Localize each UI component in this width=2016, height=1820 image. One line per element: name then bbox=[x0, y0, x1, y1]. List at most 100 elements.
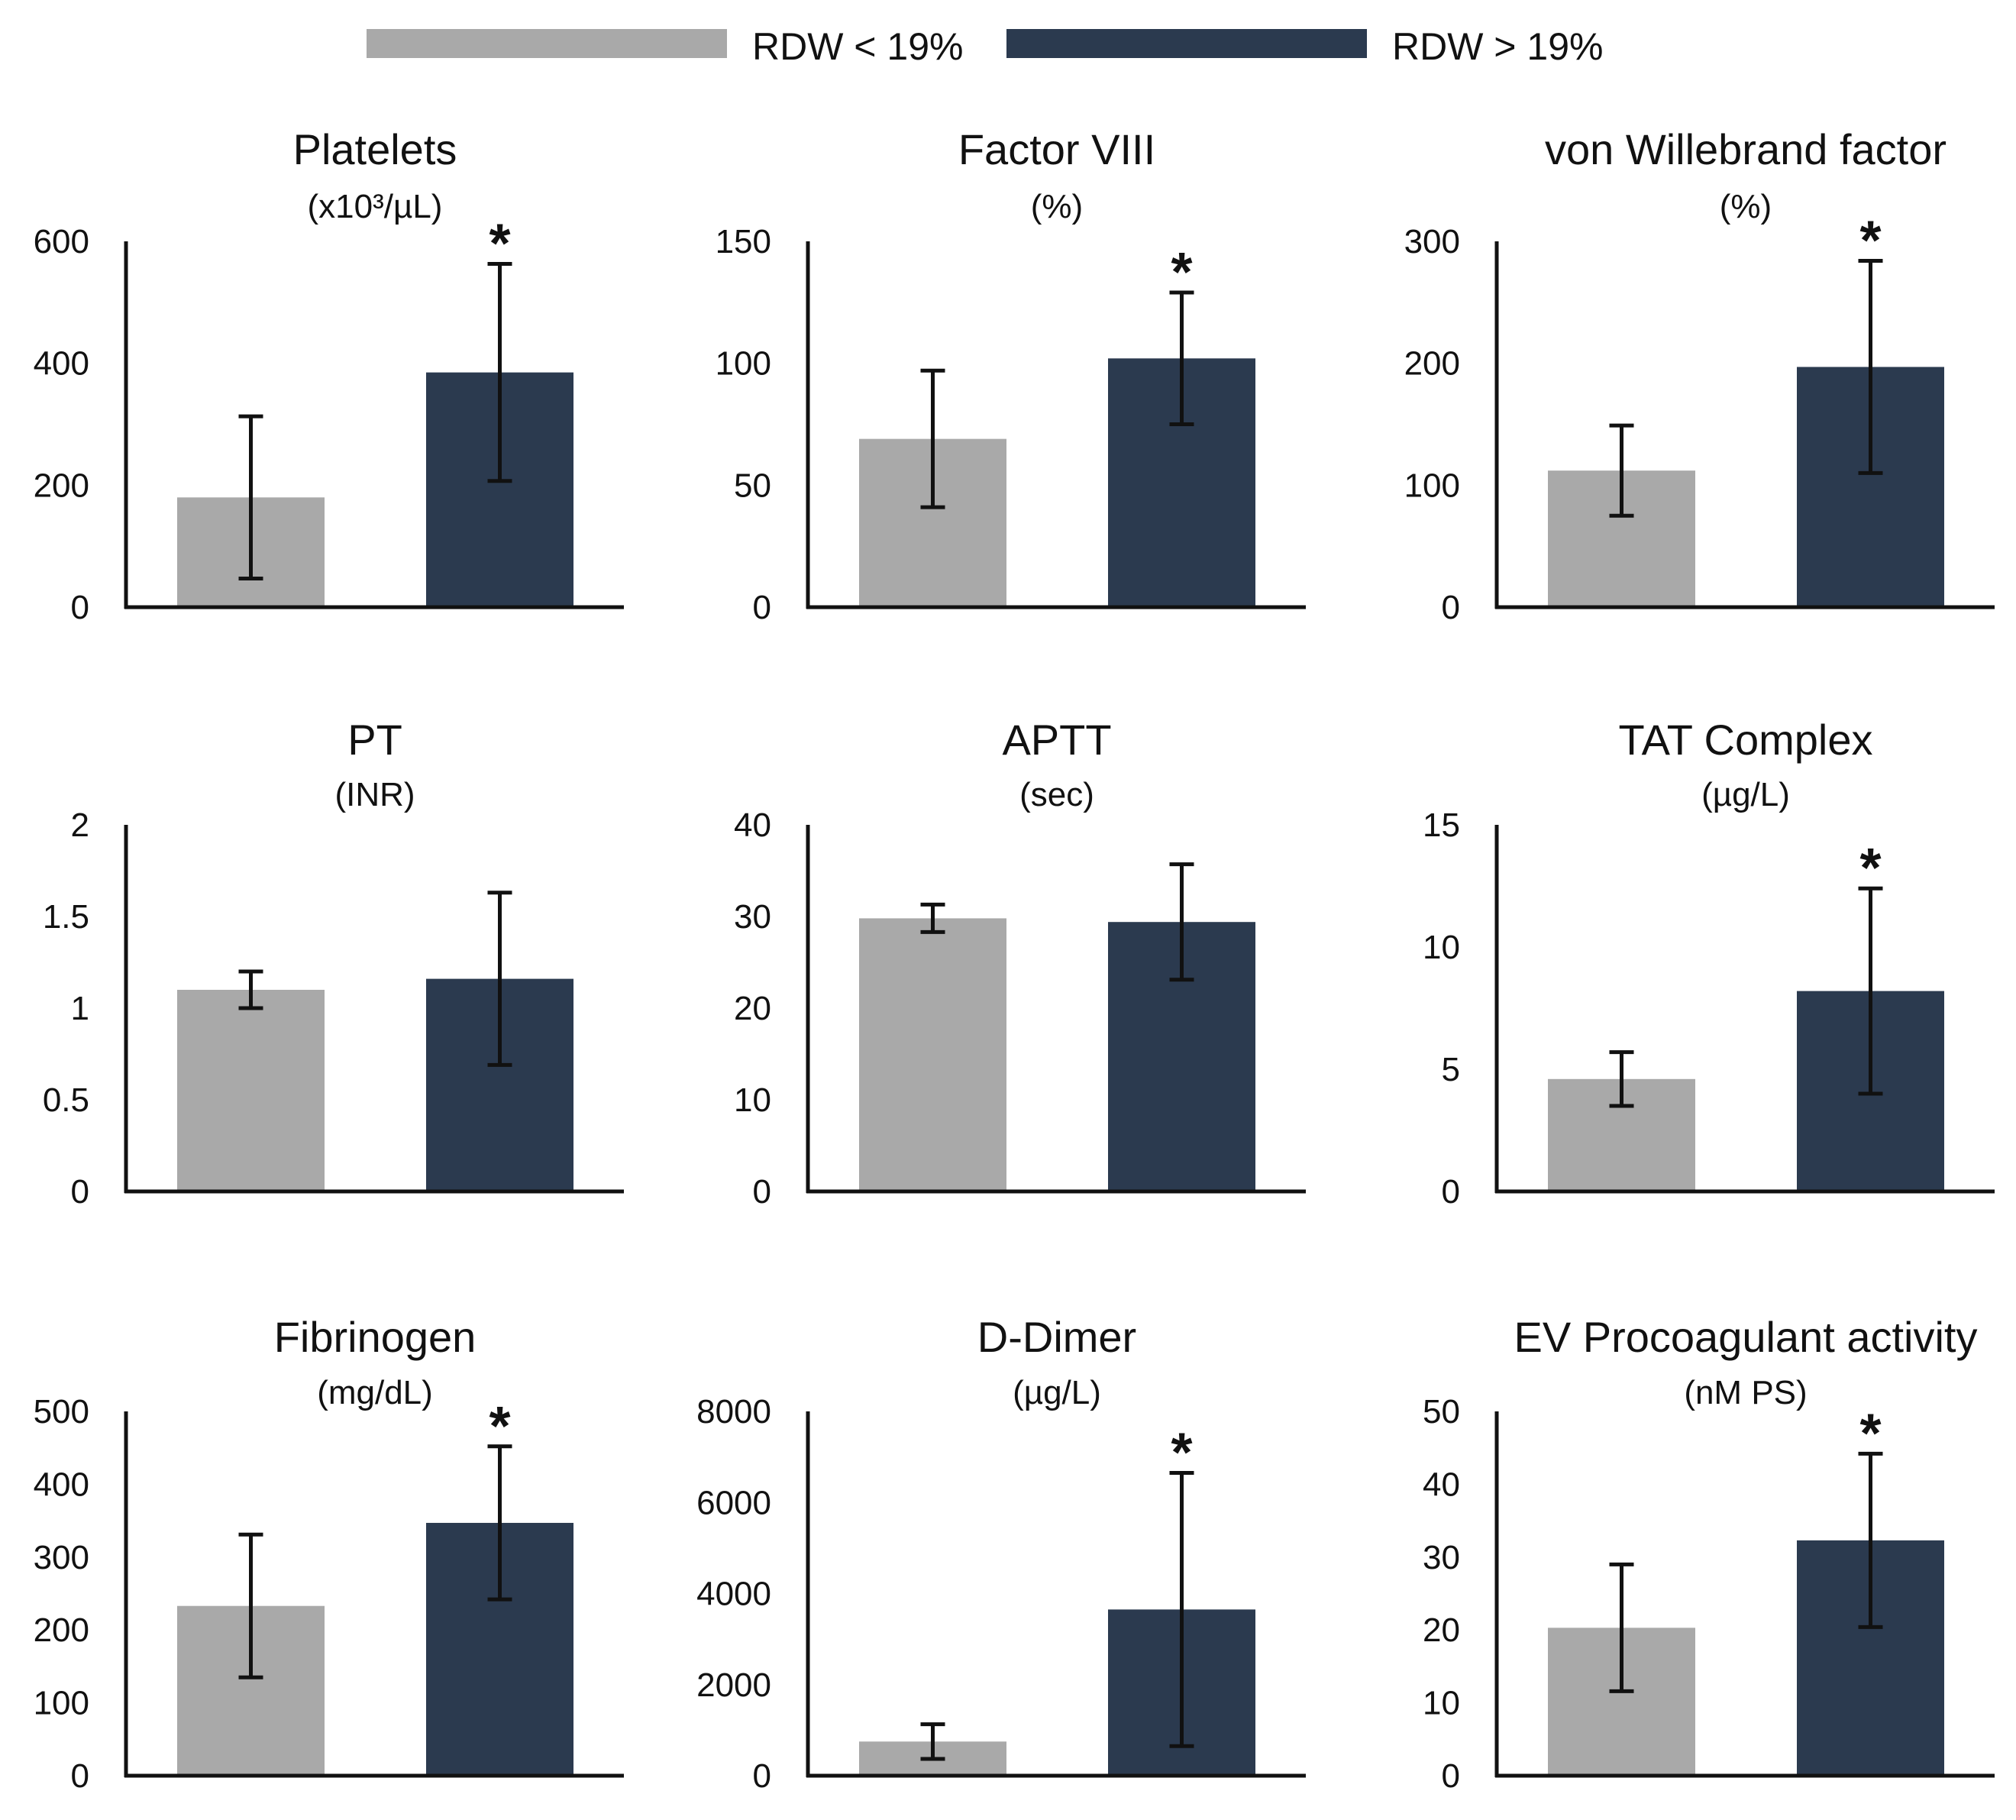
significance-marker: * bbox=[1171, 1422, 1192, 1483]
y-tick-label: 20 bbox=[734, 990, 771, 1027]
error-bar bbox=[1609, 423, 1634, 518]
y-tick-label: 5 bbox=[1442, 1051, 1460, 1088]
legend-label-high: RDW > 19% bbox=[1392, 25, 1603, 68]
y-tick-label: 0 bbox=[71, 589, 89, 626]
y-tick-label: 10 bbox=[1423, 1685, 1460, 1722]
error-bar bbox=[238, 1532, 263, 1679]
chart-unit-label: (%) bbox=[1720, 188, 1772, 225]
chart-title: APTT bbox=[1002, 716, 1111, 764]
chart-panel-6: TAT Complex (µg/L) 0 5 10 15 * bbox=[1423, 716, 1995, 1211]
bar-rdw-low bbox=[177, 990, 325, 1191]
y-tick-label: 500 bbox=[34, 1393, 89, 1430]
y-tick-label: 30 bbox=[1423, 1539, 1460, 1576]
chart-unit-label: (µg/L) bbox=[1701, 776, 1790, 813]
chart-panel-3: von Willebrand factor (%) 0 100 200 300 * bbox=[1404, 125, 1995, 626]
error-bar bbox=[487, 262, 512, 483]
y-tick-label: 0 bbox=[1442, 589, 1460, 626]
significance-marker: * bbox=[489, 1396, 510, 1457]
y-tick-label: 600 bbox=[34, 223, 89, 260]
y-tick-label: 400 bbox=[34, 345, 89, 383]
y-tick-label: 300 bbox=[1404, 223, 1460, 260]
significance-marker: * bbox=[1859, 211, 1881, 272]
y-tick-label: 100 bbox=[716, 345, 771, 383]
y-tick-label: 50 bbox=[734, 467, 771, 504]
y-tick-label: 150 bbox=[716, 223, 771, 260]
chart-title: Factor VIII bbox=[958, 125, 1155, 173]
y-tick-label: 1 bbox=[71, 990, 89, 1027]
error-bar bbox=[238, 414, 263, 580]
chart-unit-label: (x10³/µL) bbox=[308, 188, 443, 225]
chart-title: D-Dimer bbox=[977, 1313, 1136, 1361]
chart-panel-4: PT (INR) 0 0.5 1 1.5 2 bbox=[43, 716, 624, 1211]
error-bar bbox=[1858, 259, 1883, 475]
chart-title: TAT Complex bbox=[1619, 716, 1873, 764]
y-tick-label: 0 bbox=[1442, 1173, 1460, 1211]
error-bar bbox=[920, 902, 945, 934]
chart-panel-8: D-Dimer (µg/L) 0 2000 4000 6000 8000 * bbox=[696, 1313, 1306, 1795]
chart-panel-9: EV Procoagulant activity (nM PS) 0 10 20 30 40… bbox=[1423, 1313, 1995, 1795]
y-tick-label: 40 bbox=[1423, 1466, 1460, 1503]
error-bar bbox=[487, 1444, 512, 1602]
chart-unit-label: (INR) bbox=[334, 776, 415, 813]
error-bar bbox=[1169, 1470, 1194, 1748]
chart-unit-label: (nM PS) bbox=[1684, 1374, 1807, 1411]
y-tick-label: 0 bbox=[753, 589, 771, 626]
y-tick-label: 2000 bbox=[696, 1666, 771, 1704]
chart-title: Fibrinogen bbox=[274, 1313, 477, 1361]
significance-marker: * bbox=[1171, 242, 1192, 303]
chart-unit-label: (%) bbox=[1031, 188, 1083, 225]
y-tick-label: 6000 bbox=[696, 1484, 771, 1521]
y-tick-label: 200 bbox=[34, 467, 89, 504]
chart-unit-label: (sec) bbox=[1019, 776, 1094, 813]
y-tick-label: 300 bbox=[34, 1539, 89, 1576]
error-bar bbox=[1609, 1562, 1634, 1693]
y-tick-label: 400 bbox=[34, 1466, 89, 1503]
y-tick-label: 10 bbox=[1423, 929, 1460, 966]
y-tick-label: 1.5 bbox=[43, 898, 89, 936]
chart-title: PT bbox=[347, 716, 402, 764]
chart-title: Platelets bbox=[293, 125, 457, 173]
chart-panel-2: Factor VIII (%) 0 50 100 150 * bbox=[716, 125, 1306, 626]
error-bar bbox=[238, 969, 263, 1010]
chart-panel-5: APTT (sec) 0 10 20 30 40 bbox=[734, 716, 1306, 1211]
y-tick-label: 20 bbox=[1423, 1611, 1460, 1649]
legend-swatch-low bbox=[367, 29, 727, 58]
bar-rdw-low bbox=[859, 918, 1006, 1191]
y-tick-label: 0 bbox=[753, 1757, 771, 1795]
error-bar bbox=[1858, 886, 1883, 1096]
legend-swatch-high bbox=[1006, 29, 1367, 58]
legend: RDW < 19% RDW > 19% bbox=[367, 25, 1603, 68]
y-tick-label: 200 bbox=[1404, 345, 1460, 383]
error-bar bbox=[487, 891, 512, 1067]
chart-panel-7: Fibrinogen (mg/dL) 0 100 200 300 400 500 * bbox=[34, 1313, 624, 1795]
significance-marker: * bbox=[1859, 1403, 1881, 1464]
y-tick-label: 100 bbox=[34, 1685, 89, 1722]
chart-unit-label: (µg/L) bbox=[1013, 1374, 1101, 1411]
y-tick-label: 100 bbox=[1404, 467, 1460, 504]
y-tick-label: 40 bbox=[734, 807, 771, 844]
error-bar bbox=[920, 1722, 945, 1761]
legend-label-low: RDW < 19% bbox=[752, 25, 963, 68]
significance-marker: * bbox=[1859, 838, 1881, 899]
significance-marker: * bbox=[489, 214, 510, 275]
error-bar bbox=[1169, 290, 1194, 426]
error-bar bbox=[920, 368, 945, 509]
chart-title: von Willebrand factor bbox=[1545, 125, 1947, 173]
error-bar bbox=[1169, 862, 1194, 982]
error-bar bbox=[1609, 1050, 1634, 1108]
y-tick-label: 30 bbox=[734, 898, 771, 936]
chart-title: EV Procoagulant activity bbox=[1514, 1313, 1978, 1361]
y-tick-label: 0 bbox=[1442, 1757, 1460, 1795]
y-tick-label: 2 bbox=[71, 807, 89, 844]
y-tick-label: 15 bbox=[1423, 807, 1460, 844]
error-bar bbox=[1858, 1451, 1883, 1629]
y-tick-label: 50 bbox=[1423, 1393, 1460, 1430]
y-tick-label: 0 bbox=[71, 1173, 89, 1211]
y-tick-label: 0 bbox=[71, 1757, 89, 1795]
y-tick-label: 10 bbox=[734, 1081, 771, 1119]
y-tick-label: 0.5 bbox=[43, 1081, 89, 1119]
y-tick-label: 8000 bbox=[696, 1393, 771, 1430]
y-tick-label: 200 bbox=[34, 1611, 89, 1649]
